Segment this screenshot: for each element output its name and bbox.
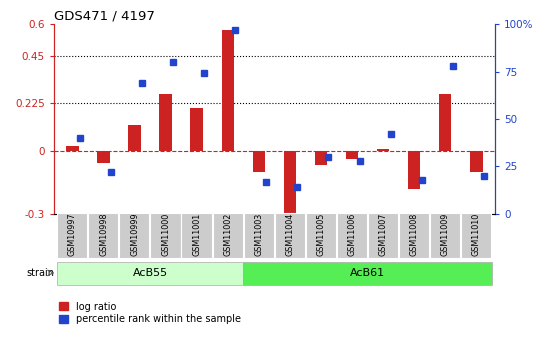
FancyBboxPatch shape: [337, 213, 367, 258]
Text: GSM11003: GSM11003: [254, 213, 263, 256]
Bar: [346, 151, 358, 159]
FancyBboxPatch shape: [181, 213, 211, 258]
Legend: log ratio, percentile rank within the sample: log ratio, percentile rank within the sa…: [59, 302, 241, 325]
FancyBboxPatch shape: [399, 213, 429, 258]
Text: GSM11008: GSM11008: [409, 213, 419, 256]
Text: GSM11004: GSM11004: [286, 213, 294, 256]
Text: GSM11009: GSM11009: [441, 213, 450, 256]
Bar: [253, 151, 265, 172]
FancyBboxPatch shape: [213, 213, 243, 258]
Bar: [190, 108, 203, 151]
Bar: [159, 94, 172, 151]
FancyBboxPatch shape: [57, 213, 87, 258]
FancyBboxPatch shape: [119, 213, 150, 258]
Bar: [222, 30, 234, 151]
Text: GSM11007: GSM11007: [379, 213, 387, 256]
Text: GSM11001: GSM11001: [192, 213, 201, 256]
FancyBboxPatch shape: [57, 262, 243, 285]
Bar: [315, 151, 327, 165]
Bar: [129, 125, 141, 151]
Text: GSM10997: GSM10997: [68, 213, 77, 256]
FancyBboxPatch shape: [88, 213, 118, 258]
FancyBboxPatch shape: [244, 213, 274, 258]
Text: GSM11010: GSM11010: [472, 213, 481, 256]
Text: GSM11006: GSM11006: [348, 213, 357, 256]
Text: strain: strain: [26, 268, 54, 278]
Bar: [439, 94, 451, 151]
FancyBboxPatch shape: [368, 213, 398, 258]
FancyBboxPatch shape: [430, 213, 460, 258]
Bar: [284, 151, 296, 225]
Text: GDS471 / 4197: GDS471 / 4197: [54, 10, 155, 23]
FancyBboxPatch shape: [306, 213, 336, 258]
Bar: [470, 151, 483, 172]
Text: GSM11000: GSM11000: [161, 213, 170, 256]
FancyBboxPatch shape: [243, 262, 492, 285]
Bar: [66, 146, 79, 151]
Text: GSM10999: GSM10999: [130, 213, 139, 256]
Text: GSM11002: GSM11002: [223, 213, 232, 256]
FancyBboxPatch shape: [461, 213, 491, 258]
Bar: [377, 149, 390, 151]
Text: GSM10998: GSM10998: [99, 213, 108, 256]
FancyBboxPatch shape: [275, 213, 305, 258]
Bar: [408, 151, 420, 189]
FancyBboxPatch shape: [151, 213, 181, 258]
Text: GSM11005: GSM11005: [316, 213, 325, 256]
Text: AcB61: AcB61: [350, 268, 385, 278]
Text: AcB55: AcB55: [132, 268, 168, 278]
Bar: [97, 151, 110, 163]
